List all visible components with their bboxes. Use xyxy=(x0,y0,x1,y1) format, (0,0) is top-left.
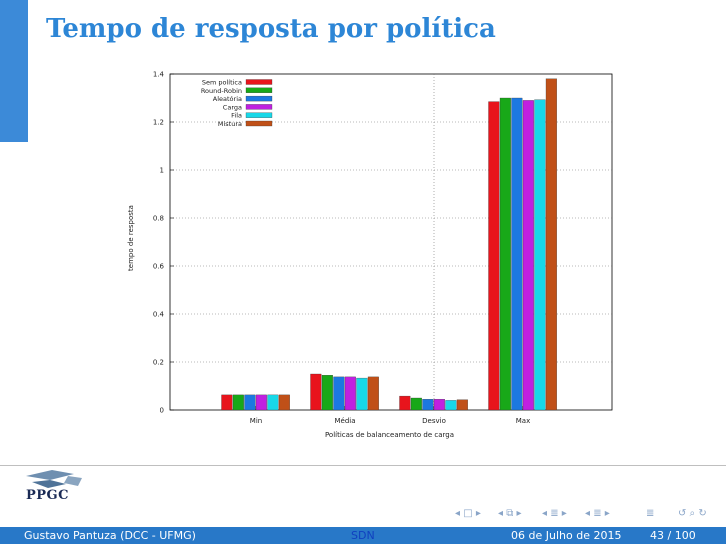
legend-swatch xyxy=(245,104,273,110)
legend-label: Aleatória xyxy=(213,95,242,103)
bar-fila xyxy=(445,400,457,411)
bar-chart: 0 0.2 0.4 0.6 0.8 1 1.2 1.4 Min Média Desvio Max Pol… xyxy=(127,71,613,439)
y-tick-label: 0.6 xyxy=(153,263,165,271)
footer-bar: Gustavo Pantuza (DCC - UFMG) SDN 06 de J… xyxy=(0,527,726,544)
x-tick-label: Min xyxy=(250,417,262,425)
bar-carga xyxy=(522,100,534,411)
y-axis-label: tempo de resposta xyxy=(127,205,135,271)
legend-swatch xyxy=(245,79,273,85)
bar-fila xyxy=(267,394,279,411)
bar-fila xyxy=(356,377,368,411)
x-axis-label: Políticas de balanceamento de carga xyxy=(325,431,454,439)
footer-page-number: 43 / 100 xyxy=(650,529,696,542)
bar-sem-pol-tica xyxy=(488,101,500,411)
nav-section-icon[interactable]: ◂ ≣ ▸ xyxy=(585,508,610,519)
y-tick-label: 0 xyxy=(160,407,164,415)
footer-short-title[interactable]: SDN xyxy=(351,529,375,542)
plot-frame xyxy=(169,73,613,411)
slide-title: Tempo de resposta por política xyxy=(46,14,496,44)
legend-swatch xyxy=(245,112,273,118)
bar-mistura xyxy=(545,78,557,411)
y-tick-label: 1 xyxy=(160,167,164,175)
bar-aleat-ria xyxy=(244,394,256,411)
bar-mistura xyxy=(367,376,379,411)
nav-subsection-icon[interactable]: ◂ ≣ ▸ xyxy=(542,508,567,519)
legend-swatch xyxy=(245,95,273,102)
accent-bar xyxy=(0,0,28,142)
bar-fila xyxy=(534,99,546,411)
bar-mistura xyxy=(456,399,468,411)
nav-first-icon[interactable]: ◂ □ ▸ xyxy=(455,508,481,519)
bar-aleat-ria xyxy=(422,399,434,411)
bar-aleat-ria xyxy=(333,376,345,411)
nav-frame-icon[interactable]: ◂ ⧉ ▸ xyxy=(498,508,522,519)
footer-divider xyxy=(0,465,726,466)
legend-label: Fila xyxy=(231,112,242,120)
legend-label: Sem política xyxy=(202,79,242,87)
y-tick-label: 1.4 xyxy=(153,71,165,79)
bar-aleat-ria xyxy=(511,97,523,411)
x-tick-label: Média xyxy=(334,417,355,425)
bar-round-robin xyxy=(321,375,333,411)
bar-carga xyxy=(433,399,445,411)
legend-swatch xyxy=(245,87,273,93)
footer-date: 06 de Julho de 2015 xyxy=(511,529,622,542)
y-tick-label: 0.2 xyxy=(153,359,164,367)
bar-mistura xyxy=(278,394,290,411)
bar-carga xyxy=(255,394,267,411)
y-tick-label: 0.4 xyxy=(153,311,165,319)
bar-sem-pol-tica xyxy=(399,395,411,411)
legend-label: Carga xyxy=(223,103,242,111)
legend-label: Round-Robin xyxy=(201,87,242,95)
x-tick-label: Desvio xyxy=(422,417,446,425)
y-tick-label: 1.2 xyxy=(153,119,164,127)
bar-round-robin xyxy=(410,397,422,411)
beamer-navigation: ◂ □ ▸ ◂ ⧉ ▸ ◂ ≣ ▸ ◂ ≣ ▸ ≣ ↺ ⌕ ↻ xyxy=(450,508,720,522)
nav-align-icon[interactable]: ≣ xyxy=(646,508,655,519)
legend-label: Mistura xyxy=(218,120,242,128)
x-tick-label: Max xyxy=(516,417,530,425)
bar-round-robin xyxy=(499,97,511,411)
bar-sem-pol-tica xyxy=(310,373,322,411)
bar-round-robin xyxy=(232,394,244,411)
bar-sem-pol-tica xyxy=(221,394,233,411)
footer-author: Gustavo Pantuza (DCC - UFMG) xyxy=(24,529,196,542)
ppgc-logo-icon xyxy=(26,470,82,488)
logo-text: PPGC xyxy=(26,488,69,503)
legend-swatch xyxy=(245,120,273,127)
y-tick-label: 0.8 xyxy=(153,215,164,223)
bar-carga xyxy=(344,376,356,411)
nav-search-icon[interactable]: ↺ ⌕ ↻ xyxy=(678,508,707,519)
